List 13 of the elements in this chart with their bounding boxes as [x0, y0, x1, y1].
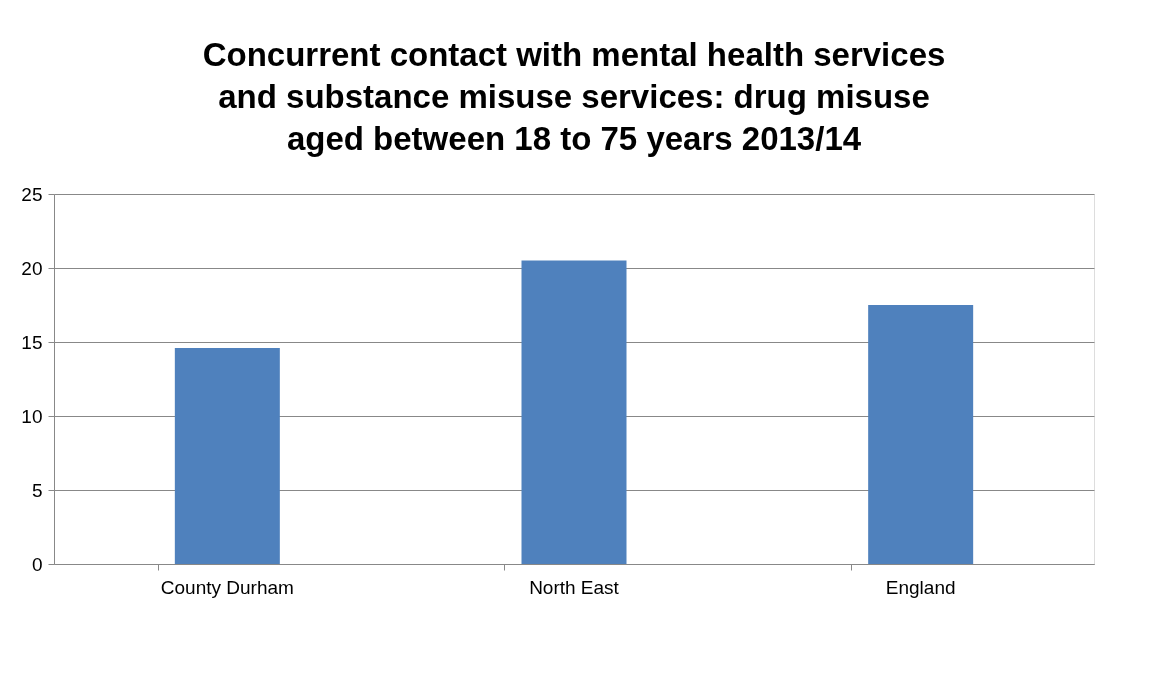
y-tick-label: 15 [21, 331, 43, 353]
y-tick-label: 25 [21, 183, 43, 205]
x-tick-label: England [885, 576, 956, 598]
x-tick-label: County Durham [160, 576, 294, 598]
bar [521, 260, 627, 564]
y-tick-label: 5 [31, 479, 43, 501]
x-tick-label: North East [529, 576, 620, 598]
bar [868, 305, 974, 564]
chart-title: Concurrent contact with mental health services and substance misuse services: drug misuse aged between 18 to 75 years 2013/14 [202, 36, 946, 157]
bar [174, 347, 280, 564]
y-tick-label: 0 [31, 553, 43, 575]
y-tick-label: 20 [21, 257, 43, 279]
y-tick-label: 10 [21, 405, 43, 427]
